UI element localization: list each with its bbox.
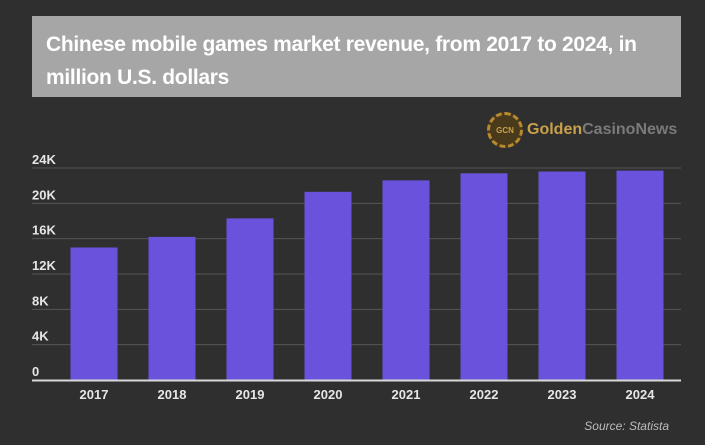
x-tick-label: 2017	[80, 387, 109, 402]
brand-name-part2: CasinoNews	[582, 121, 678, 138]
y-tick-label: 8K	[32, 293, 49, 308]
bar-2023	[538, 171, 586, 380]
bar-2021	[382, 180, 430, 380]
y-tick-label: 4K	[32, 329, 49, 344]
brand-name-part1: Golden	[527, 121, 583, 138]
y-tick-label: 20K	[32, 187, 56, 202]
x-tick-label: 2021	[392, 387, 421, 402]
y-tick-label: 12K	[32, 258, 56, 273]
bar-2022	[460, 173, 508, 380]
x-tick-label: 2018	[158, 387, 187, 402]
chart-title-box: Chinese mobile games market revenue, fro…	[32, 16, 681, 97]
bar-2017	[70, 247, 118, 380]
bar-2018	[148, 236, 196, 380]
bar-2020	[304, 191, 352, 380]
source-note: Source: Statista	[584, 419, 669, 433]
x-tick-label: 2022	[470, 387, 499, 402]
chart-title: Chinese mobile games market revenue, fro…	[46, 33, 637, 89]
logo-chip-text: GCN	[496, 125, 514, 135]
brand-name: GoldenCasinoNews	[527, 121, 677, 139]
x-tick-label: 2019	[236, 387, 265, 402]
casino-chip-icon: GCN	[487, 112, 523, 148]
x-tick-label: 2020	[314, 387, 343, 402]
bar-2024	[616, 170, 664, 380]
brand-logo: GCN GoldenCasinoNews	[487, 110, 677, 150]
x-tick-label: 2023	[548, 387, 577, 402]
bar-2019	[226, 218, 274, 380]
y-tick-label: 16K	[32, 223, 56, 238]
y-tick-label: 24K	[32, 152, 56, 167]
y-tick-label: 0	[32, 364, 39, 379]
x-tick-label: 2024	[626, 387, 656, 402]
